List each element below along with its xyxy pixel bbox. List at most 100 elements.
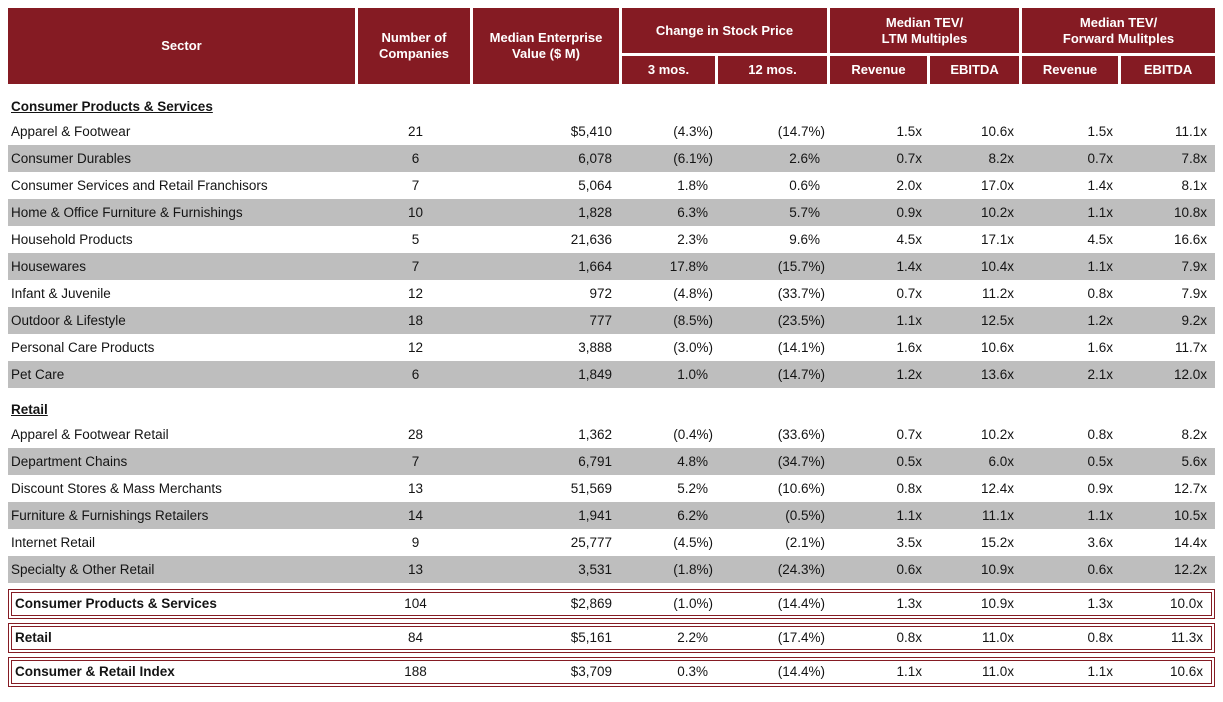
value-cell: 6 [358, 361, 473, 388]
value-cell: 6.3% [622, 199, 718, 226]
value-cell: (3.0%) [673, 339, 713, 355]
sector-multiples-table: Sector Number of Companies Median Enterp… [8, 8, 1216, 687]
value-cell: 7.9x [1121, 253, 1216, 280]
table-row: Home & Office Furniture & Furnishings 10 1… [8, 199, 1216, 226]
value-cell: 1,849 [473, 361, 622, 388]
value-cell: 1.1x [1022, 502, 1122, 529]
col-header-companies-line2: Companies [378, 46, 450, 61]
col-header-12mos: 12 mos. [718, 56, 831, 84]
value-cell: 15.2x [981, 534, 1015, 550]
value-cell: 3.5x [896, 534, 923, 550]
sector-cell: Consumer Services and Retail Franchisors [11, 177, 268, 193]
table-row: Household Products 5 21,636 2.3% 9.6% 4.5x 17.… [8, 226, 1215, 253]
value-cell: 0.8x [1087, 426, 1114, 442]
value-cell: 6.2% [622, 502, 718, 529]
value-cell: 1.2x [830, 361, 931, 388]
value-cell: (10.6%) [777, 480, 826, 496]
value-cell: 10.0x [1121, 589, 1216, 619]
value-cell: 2.2% [622, 623, 718, 653]
summary-row: Consumer & Retail Index 188 $3,709 0.3% (14.… [8, 657, 1216, 687]
table-row: Consumer Services and Retail Franchisors… [8, 172, 1215, 199]
spacer-row [8, 583, 1216, 589]
value-cell: 16.6x [1174, 231, 1208, 247]
value-cell: (0.4%) [673, 426, 713, 442]
value-cell: 1.1x [830, 657, 931, 687]
value-cell: (4.5%) [673, 534, 713, 550]
value-cell: 0.9x [1087, 480, 1114, 496]
value-cell: 12.4x [981, 480, 1015, 496]
value-cell: 3,888 [578, 339, 612, 355]
value-cell: 7 [358, 253, 473, 280]
table-row: Outdoor & Lifestyle 18 777 (8.5%) (23.5%) 1.1… [8, 307, 1216, 334]
value-cell: 11.1x [1175, 123, 1208, 139]
value-cell: 10.9x [930, 556, 1023, 583]
spacer-row [8, 84, 1216, 94]
value-cell: 0.8x [1022, 623, 1122, 653]
sector-cell: Household Products [11, 231, 133, 247]
value-cell: 0.5x [830, 448, 931, 475]
sector-cell: Apparel & Footwear [11, 123, 131, 139]
value-cell: 10.6x [981, 339, 1015, 355]
value-cell: 8.2x [1181, 426, 1208, 442]
value-cell: 1.6x [1087, 339, 1114, 355]
table-row: Housewares 7 1,664 17.8% (15.7%) 1.4x 10.4x 1.1… [8, 253, 1216, 280]
value-cell: 8.2x [930, 145, 1023, 172]
value-cell: (33.7%) [777, 285, 826, 301]
value-cell: (0.5%) [718, 502, 831, 529]
value-cell: 1,828 [473, 199, 622, 226]
value-cell: 11.1x [930, 502, 1023, 529]
value-cell: 6 [358, 145, 473, 172]
col-header-ev-line2: Value ($ M) [512, 46, 580, 61]
table-row: Apparel & Footwear Retail 28 1,362 (0.4%) (3… [8, 421, 1215, 448]
value-cell: 10.8x [1121, 199, 1216, 226]
sector-cell: Infant & Juvenile [11, 285, 111, 301]
value-cell: 777 [473, 307, 622, 334]
value-cell: 8.1x [1181, 177, 1208, 193]
value-cell: (4.3%) [673, 123, 713, 139]
value-cell: 5.2% [677, 480, 708, 496]
value-cell: (14.4%) [718, 657, 831, 687]
spacer-row [8, 619, 1216, 623]
value-cell: 5.6x [1121, 448, 1216, 475]
value-cell: 1.0% [622, 361, 718, 388]
col-group-forward-line2: Forward Mulitples [1062, 30, 1175, 46]
value-cell: 11.3x [1121, 623, 1216, 653]
section-title: Retail [11, 402, 48, 417]
col-group-forward-line1: Median TEV/ [1079, 14, 1158, 30]
value-cell: 1.1x [1022, 199, 1122, 226]
value-cell: 5,064 [578, 177, 612, 193]
value-cell: (2.1%) [785, 534, 826, 550]
section-header-row: Retail [8, 397, 1215, 421]
sector-cell: Apparel & Footwear Retail [11, 426, 169, 442]
value-cell: (4.8%) [673, 285, 713, 301]
value-cell: 7.9x [1181, 285, 1208, 301]
value-cell: 3,531 [473, 556, 622, 583]
value-cell: 1.1x [1022, 657, 1122, 687]
value-cell: 2.1x [1022, 361, 1122, 388]
value-cell: (17.4%) [718, 623, 831, 653]
table-row: Department Chains 7 6,791 4.8% (34.7%) 0.5x 6.… [8, 448, 1216, 475]
value-cell: 11.2x [982, 285, 1015, 301]
value-cell: 13.6x [930, 361, 1023, 388]
value-cell: 3.6x [1087, 534, 1114, 550]
value-cell: 1.4x [830, 253, 931, 280]
value-cell: 9.6% [789, 231, 821, 247]
value-cell: 1.3x [830, 589, 931, 619]
value-cell: 21,636 [570, 231, 612, 247]
value-cell: 14.4x [1174, 534, 1208, 550]
sector-cell: Specialty & Other Retail [8, 556, 358, 583]
sector-cell: Personal Care Products [11, 339, 155, 355]
table-row: Internet Retail 9 25,777 (4.5%) (2.1%) 3.5x 15… [8, 529, 1215, 556]
value-cell: 12.2x [1121, 556, 1216, 583]
value-cell: 972 [589, 285, 612, 301]
value-cell: 5.7% [718, 199, 831, 226]
value-cell: 12 [407, 285, 424, 301]
value-cell: 28 [407, 426, 424, 442]
value-cell: 0.9x [830, 199, 931, 226]
value-cell: 51,569 [570, 480, 612, 496]
col-group-stock-price-label: Change in Stock Price [655, 22, 794, 38]
spacer-cell [8, 653, 1216, 657]
value-cell: 12 [407, 339, 424, 355]
value-cell: 2.0x [896, 177, 923, 193]
value-cell: $5,161 [473, 623, 622, 653]
